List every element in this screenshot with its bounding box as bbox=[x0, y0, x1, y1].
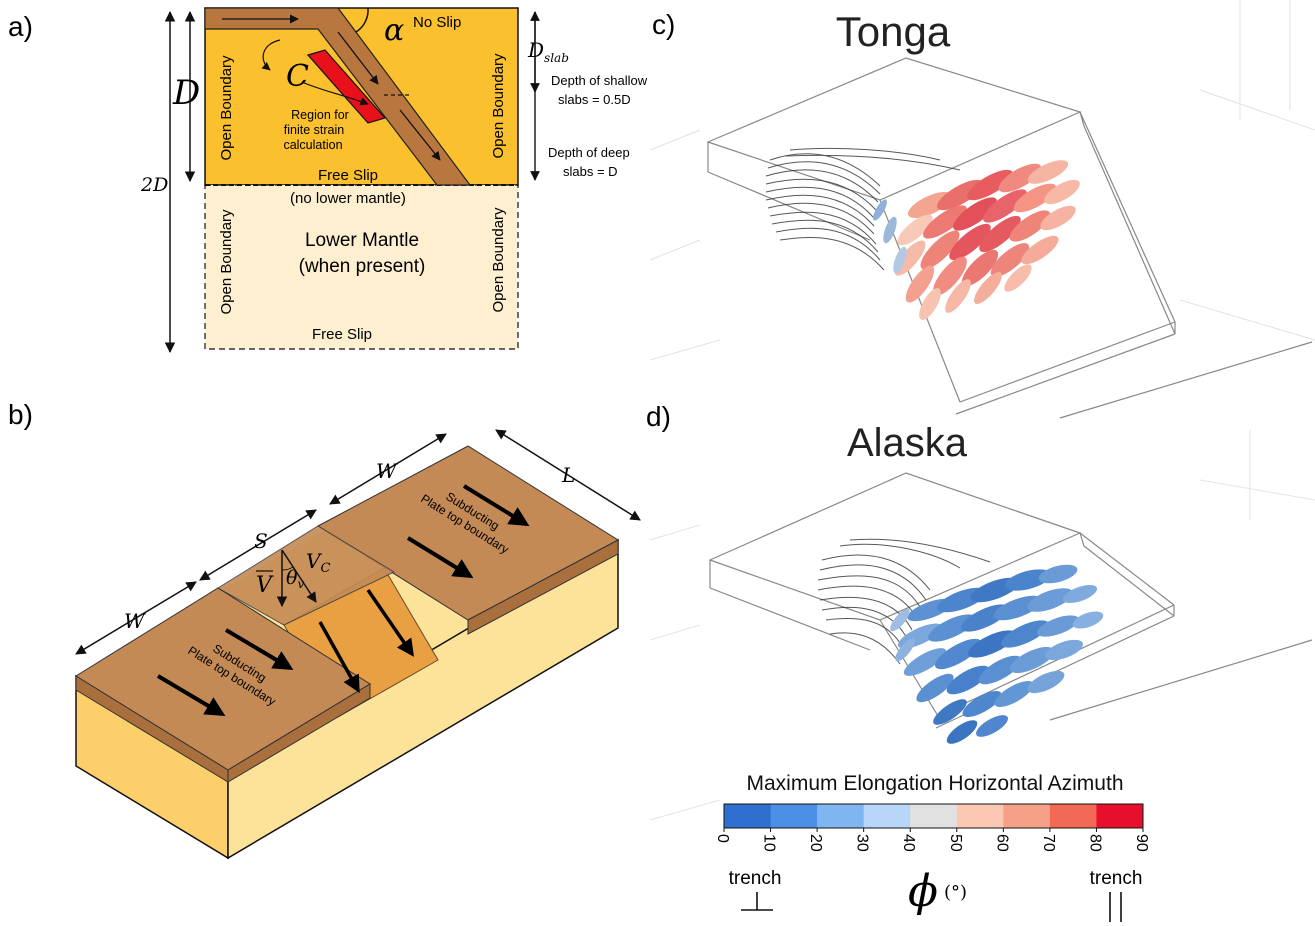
panel-a-letter: a) bbox=[8, 11, 33, 42]
slab-velocity-arrow bbox=[366, 589, 414, 657]
phi-symbol: ϕ bbox=[908, 866, 938, 917]
panel-a: a) α No Slip C Region for finite strain … bbox=[8, 7, 648, 354]
open-boundary-label: Open Boundary bbox=[490, 53, 507, 159]
lower-mantle-label: (when present) bbox=[299, 256, 426, 277]
colorbar-tick-label: 30 bbox=[854, 834, 871, 852]
tonga-streamlines bbox=[765, 147, 961, 271]
alaska-ellipsoids bbox=[890, 564, 1104, 744]
colorbar-swatch bbox=[817, 804, 865, 828]
lower-mantle-box bbox=[204, 184, 519, 350]
panel-b: b) V θv VC W S W bbox=[8, 399, 641, 860]
alpha-symbol: α bbox=[384, 13, 404, 48]
w-dimension-arrow bbox=[329, 433, 447, 505]
colorbar-title: Maximum Elongation Horizontal Azimuth bbox=[747, 772, 1124, 795]
l-label: L bbox=[561, 463, 575, 487]
v-label: V bbox=[256, 573, 274, 598]
s-label: S bbox=[254, 529, 268, 553]
open-boundary-label: Open Boundary bbox=[490, 207, 507, 313]
colorbar: Maximum Elongation Horizontal Azimuth 0 1… bbox=[714, 772, 1150, 922]
no-slip-label: No Slip bbox=[413, 14, 461, 31]
slab-flow-arrow bbox=[337, 31, 379, 85]
region-label: calculation bbox=[283, 138, 342, 152]
shallow-depth-label: Depth of shallow bbox=[551, 73, 648, 88]
alaska-title: Alaska bbox=[847, 421, 968, 465]
free-slip-label: Free Slip bbox=[318, 167, 378, 184]
deep-depth-label: Depth of deep bbox=[548, 145, 630, 160]
trench-left-label: trench bbox=[729, 868, 782, 889]
tonga-ellipsoids bbox=[873, 160, 1080, 320]
background-grid bbox=[649, 0, 1315, 361]
d-slab-label: Dslab bbox=[527, 38, 569, 65]
slab-flow-arrow bbox=[399, 109, 441, 161]
region-label: Region for bbox=[291, 108, 349, 122]
depth-d-label: D bbox=[172, 73, 200, 113]
panel-d-letter: d) bbox=[646, 401, 671, 432]
no-lower-mantle-label: (no lower mantle) bbox=[290, 190, 406, 207]
plate-velocity-arrow bbox=[224, 628, 294, 671]
colorbar-swatch bbox=[770, 804, 818, 828]
region-label: finite strain bbox=[284, 123, 344, 137]
slab-velocity-arrow bbox=[318, 621, 360, 694]
colorbar-swatch bbox=[1096, 804, 1144, 828]
alpha-arc bbox=[355, 7, 369, 33]
colorbar-tick-label: 60 bbox=[993, 834, 1010, 852]
colorbar-tick-label: 20 bbox=[807, 834, 824, 852]
c-pointer bbox=[261, 39, 281, 71]
shallow-depth-label: slabs = 0.5D bbox=[558, 92, 631, 107]
free-slip-label: Free Slip bbox=[312, 326, 372, 343]
degree-unit: (°) bbox=[944, 882, 967, 903]
colorbar-tick-label: 70 bbox=[1040, 834, 1057, 852]
trench-right-label: trench bbox=[1090, 868, 1143, 889]
s-dimension-arrow bbox=[199, 509, 317, 581]
colorbar-tick-label: 50 bbox=[947, 834, 964, 852]
right-plate-side bbox=[467, 539, 619, 635]
panel-d: d) Alaska bbox=[646, 401, 1315, 821]
plate-velocity-arrow bbox=[406, 536, 474, 579]
colorbar-swatch bbox=[956, 804, 1004, 828]
c-pointer bbox=[301, 81, 369, 106]
w-dimension-arrow bbox=[75, 581, 197, 655]
colorbar-swatch bbox=[1049, 804, 1097, 828]
slab bbox=[204, 7, 472, 186]
alaska-streamlines bbox=[817, 538, 991, 665]
colorbar-swatch bbox=[910, 804, 958, 828]
colorbar-tick-label: 90 bbox=[1133, 834, 1150, 852]
lower-mantle-label: Lower Mantle bbox=[305, 230, 419, 251]
depth-2d-label: 2D bbox=[140, 174, 168, 196]
colorbar-tick-label: 40 bbox=[900, 834, 917, 852]
colorbar-ticks: 0 10 20 30 40 50 60 70 80 90 bbox=[714, 828, 1150, 852]
panel-c: c) Tonga bbox=[649, 0, 1315, 419]
colorbar-swatches bbox=[724, 804, 1144, 828]
deep-depth-label: slabs = D bbox=[563, 164, 618, 179]
open-boundary-label: Open Boundary bbox=[218, 55, 235, 161]
left-plate-side bbox=[227, 683, 371, 783]
colorbar-swatch bbox=[863, 804, 911, 828]
panel-b-letter: b) bbox=[8, 399, 33, 430]
colorbar-swatch bbox=[724, 804, 772, 828]
l-dimension-arrow bbox=[495, 429, 641, 521]
colorbar-swatch bbox=[1003, 804, 1051, 828]
colorbar-tick-label: 80 bbox=[1086, 834, 1103, 852]
tonga-title: Tonga bbox=[836, 8, 951, 55]
c-symbol: C bbox=[286, 59, 309, 94]
w-label: W bbox=[124, 609, 146, 633]
colorbar-tick-label: 0 bbox=[714, 834, 731, 843]
colorbar-frame bbox=[723, 803, 1144, 829]
w-label: W bbox=[376, 459, 398, 483]
open-boundary-label: Open Boundary bbox=[218, 209, 235, 315]
colorbar-tick-label: 10 bbox=[761, 834, 778, 852]
panel-c-letter: c) bbox=[652, 9, 675, 40]
background-grid bbox=[649, 430, 1315, 821]
plate-velocity-arrow bbox=[156, 674, 226, 717]
